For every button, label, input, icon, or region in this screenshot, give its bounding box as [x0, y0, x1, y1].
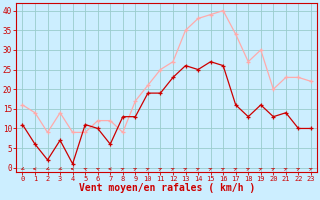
X-axis label: Vent moyen/en rafales ( km/h ): Vent moyen/en rafales ( km/h )	[79, 183, 255, 193]
